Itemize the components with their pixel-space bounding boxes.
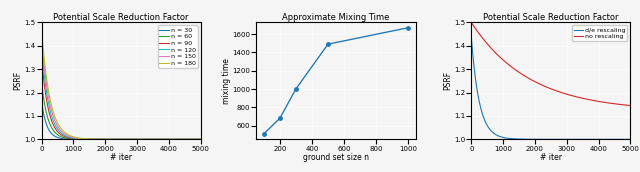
n = 120 (192, 138, 200, 140)
no rescaling (593, 100, 600, 102)
n = 180 (111, 138, 118, 140)
d/e rescaling (593, 138, 600, 140)
n = 60 (46, 123, 54, 125)
n = 90 (197, 138, 205, 140)
n = 120 (163, 138, 171, 140)
n = 180 (192, 138, 200, 140)
n = 180 (46, 97, 54, 99)
n = 90 (192, 138, 200, 140)
n = 120 (192, 138, 200, 140)
n = 60 (163, 138, 171, 140)
no rescaling (476, 33, 483, 35)
Line: n = 150: n = 150 (42, 37, 201, 139)
Line: n = 30: n = 30 (42, 102, 201, 139)
Legend: d/e rescaling, no rescaling: d/e rescaling, no rescaling (572, 25, 627, 41)
n = 180 (115, 138, 123, 140)
n = 90 (163, 138, 171, 140)
Y-axis label: PSRF: PSRF (13, 71, 22, 90)
n = 60 (111, 138, 118, 140)
d/e rescaling (622, 138, 630, 140)
n = 150 (38, 36, 45, 38)
Legend: n = 30, n = 60, n = 90, n = 120, n = 150, n = 180: n = 30, n = 60, n = 90, n = 120, n = 150… (157, 25, 198, 68)
no rescaling (545, 87, 552, 89)
n = 60 (197, 138, 205, 140)
n = 30 (38, 101, 45, 103)
Y-axis label: mixing time: mixing time (222, 58, 231, 104)
d/e rescaling (541, 138, 548, 140)
X-axis label: # iter: # iter (540, 153, 562, 162)
n = 60 (192, 138, 200, 140)
n = 150 (163, 138, 171, 140)
no rescaling (622, 104, 630, 106)
n = 30 (111, 138, 118, 140)
n = 150 (46, 102, 54, 104)
Line: n = 180: n = 180 (42, 30, 201, 139)
Line: n = 60: n = 60 (42, 83, 201, 139)
Title: Potential Scale Reduction Factor: Potential Scale Reduction Factor (53, 13, 189, 22)
Line: n = 90: n = 90 (42, 58, 201, 139)
d/e rescaling (545, 138, 552, 140)
no rescaling (467, 21, 475, 23)
n = 30 (115, 138, 123, 140)
n = 120 (38, 45, 45, 47)
n = 120 (111, 138, 118, 140)
n = 180 (163, 138, 171, 140)
n = 90 (115, 138, 123, 140)
n = 150 (197, 138, 205, 140)
n = 30 (192, 138, 200, 140)
n = 90 (111, 138, 118, 140)
d/e rescaling (476, 101, 483, 103)
no rescaling (627, 105, 634, 107)
Line: n = 120: n = 120 (42, 46, 201, 139)
n = 60 (115, 138, 123, 140)
n = 180 (38, 29, 45, 31)
n = 90 (192, 138, 200, 140)
n = 60 (192, 138, 200, 140)
n = 150 (192, 138, 200, 140)
n = 120 (115, 138, 123, 140)
n = 120 (197, 138, 205, 140)
n = 120 (46, 108, 54, 110)
n = 60 (38, 82, 45, 84)
n = 90 (46, 114, 54, 116)
n = 180 (192, 138, 200, 140)
n = 90 (38, 57, 45, 59)
Y-axis label: PSRF: PSRF (444, 71, 452, 90)
n = 30 (197, 138, 205, 140)
Title: Approximate Mixing Time: Approximate Mixing Time (282, 13, 390, 22)
Line: d/e rescaling: d/e rescaling (471, 37, 630, 139)
X-axis label: ground set size n: ground set size n (303, 153, 369, 162)
no rescaling (622, 104, 630, 106)
n = 30 (46, 130, 54, 132)
n = 30 (163, 138, 171, 140)
n = 150 (111, 138, 118, 140)
n = 150 (115, 138, 123, 140)
d/e rescaling (467, 36, 475, 38)
no rescaling (541, 85, 548, 87)
Title: Potential Scale Reduction Factor: Potential Scale Reduction Factor (483, 13, 619, 22)
Line: no rescaling: no rescaling (471, 22, 630, 106)
n = 30 (192, 138, 200, 140)
d/e rescaling (622, 138, 630, 140)
n = 180 (197, 138, 205, 140)
X-axis label: # iter: # iter (110, 153, 132, 162)
n = 150 (192, 138, 200, 140)
d/e rescaling (627, 138, 634, 140)
